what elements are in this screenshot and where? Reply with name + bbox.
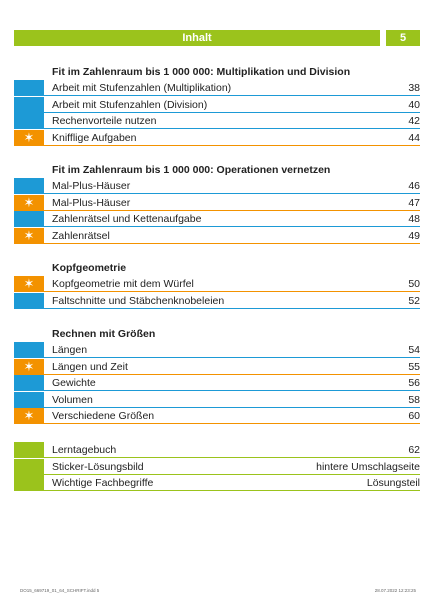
entry-marker (14, 113, 44, 128)
entry-label: Mal-Plus-Häuser (52, 196, 131, 209)
toc-entry: Gewichte 56 (14, 375, 420, 391)
entry-page: 56 (408, 377, 420, 389)
entry-marker (14, 80, 44, 95)
entry-marker: ✶ (14, 194, 44, 210)
toc-entry: Volumen 58 (14, 391, 420, 408)
entry-page: 40 (408, 98, 420, 111)
entry-page: 50 (408, 278, 420, 290)
entry-label: Lerntagebuch (52, 444, 117, 456)
entry-marker (14, 475, 44, 490)
header-title: Inhalt (14, 30, 380, 46)
entry-marker (14, 375, 44, 390)
entry-page: 47 (408, 196, 420, 209)
entry-label: Längen (52, 344, 88, 356)
entry-label: Verschiedene Größen (52, 410, 155, 422)
entry-label: Knifflige Aufgaben (52, 131, 137, 144)
entry-marker: ✶ (14, 408, 44, 423)
entry-page: Lösungsteil (366, 477, 420, 489)
toc-entry: ✶ Kopfgeometrie mit dem Würfel 50 (14, 276, 420, 292)
entry-label: Faltschnitte und Stäbchenknobeleien (52, 294, 225, 307)
entry-label: Sticker-Lösungsbild (52, 460, 144, 473)
entry-page: 52 (408, 294, 420, 307)
page-number: 5 (386, 30, 420, 46)
entry-page: 54 (408, 344, 420, 356)
entry-label: Zahlenrätsel (52, 229, 110, 242)
entry-page: 49 (408, 229, 420, 242)
entry-page: 44 (408, 131, 420, 144)
entry-label: Arbeit mit Stufenzahlen (Division) (52, 98, 208, 111)
toc-entry: Mal-Plus-Häuser 46 (14, 178, 420, 194)
toc-entry: Faltschnitte und Stäbchenknobeleien 52 (14, 292, 420, 309)
section-title: Fit im Zahlenraum bis 1 000 000: Operati… (52, 164, 331, 176)
entry-marker (14, 178, 44, 193)
entry-page: 42 (408, 115, 420, 127)
entry-label: Längen und Zeit (52, 360, 128, 373)
toc-entry: ✶ Zahlenrätsel 49 (14, 227, 420, 244)
entry-label: Volumen (52, 393, 93, 406)
toc-entry: ✶ Mal-Plus-Häuser 47 (14, 194, 420, 211)
entry-marker: ✶ (14, 358, 44, 374)
entry-page: 55 (408, 360, 420, 373)
entry-page: hintere Umschlagseite (316, 460, 420, 473)
toc-entry: Lerntagebuch 62 (14, 442, 420, 458)
entry-marker (14, 458, 44, 474)
footer-right: 28.07.2022 12:23:25 (374, 588, 416, 593)
entry-marker: ✶ (14, 276, 44, 291)
toc-entry: Arbeit mit Stufenzahlen (Division) 40 (14, 96, 420, 113)
toc-entry: Zahlenrätsel und Kettenaufgabe 48 (14, 211, 420, 227)
entry-page: 38 (408, 82, 420, 94)
entry-page: 46 (408, 180, 420, 192)
toc-entry: Längen 54 (14, 342, 420, 358)
entry-marker (14, 292, 44, 308)
entry-page: 48 (408, 213, 420, 225)
entry-label: Mal-Plus-Häuser (52, 180, 131, 192)
entry-marker (14, 391, 44, 407)
entry-label: Rechenvorteile nutzen (52, 115, 157, 127)
entry-marker (14, 342, 44, 357)
toc-entry: Wichtige Fachbegriffe Lösungsteil (14, 475, 420, 491)
entry-page: 58 (408, 393, 420, 406)
toc-entry: ✶ Längen und Zeit 55 (14, 358, 420, 375)
entry-label: Wichtige Fachbegriffe (52, 477, 154, 489)
entry-label: Kopfgeometrie mit dem Würfel (52, 278, 194, 290)
section-title: Kopfgeometrie (52, 262, 127, 274)
entry-marker (14, 96, 44, 112)
toc-entry: ✶ Knifflige Aufgaben 44 (14, 129, 420, 146)
toc-entry: ✶ Verschiedene Größen 60 (14, 408, 420, 424)
entry-label: Gewichte (52, 377, 96, 389)
footer-left: DO15_669719_01_64_SCHRIFT.indd 5 (20, 588, 100, 593)
toc-entry: Arbeit mit Stufenzahlen (Multiplikation)… (14, 80, 420, 96)
entry-marker (14, 211, 44, 226)
entry-marker: ✶ (14, 129, 44, 145)
section-title: Rechnen mit Größen (52, 328, 156, 340)
entry-page: 62 (408, 444, 420, 456)
entry-page: 60 (408, 410, 420, 422)
toc-entry: Rechenvorteile nutzen 42 (14, 113, 420, 129)
toc-entry: Sticker-Lösungsbild hintere Umschlagseite (14, 458, 420, 475)
entry-label: Arbeit mit Stufenzahlen (Multiplikation) (52, 82, 232, 94)
entry-marker: ✶ (14, 227, 44, 243)
entry-label: Zahlenrätsel und Kettenaufgabe (52, 213, 202, 225)
section-title: Fit im Zahlenraum bis 1 000 000: Multipl… (52, 66, 351, 78)
entry-marker (14, 442, 44, 457)
